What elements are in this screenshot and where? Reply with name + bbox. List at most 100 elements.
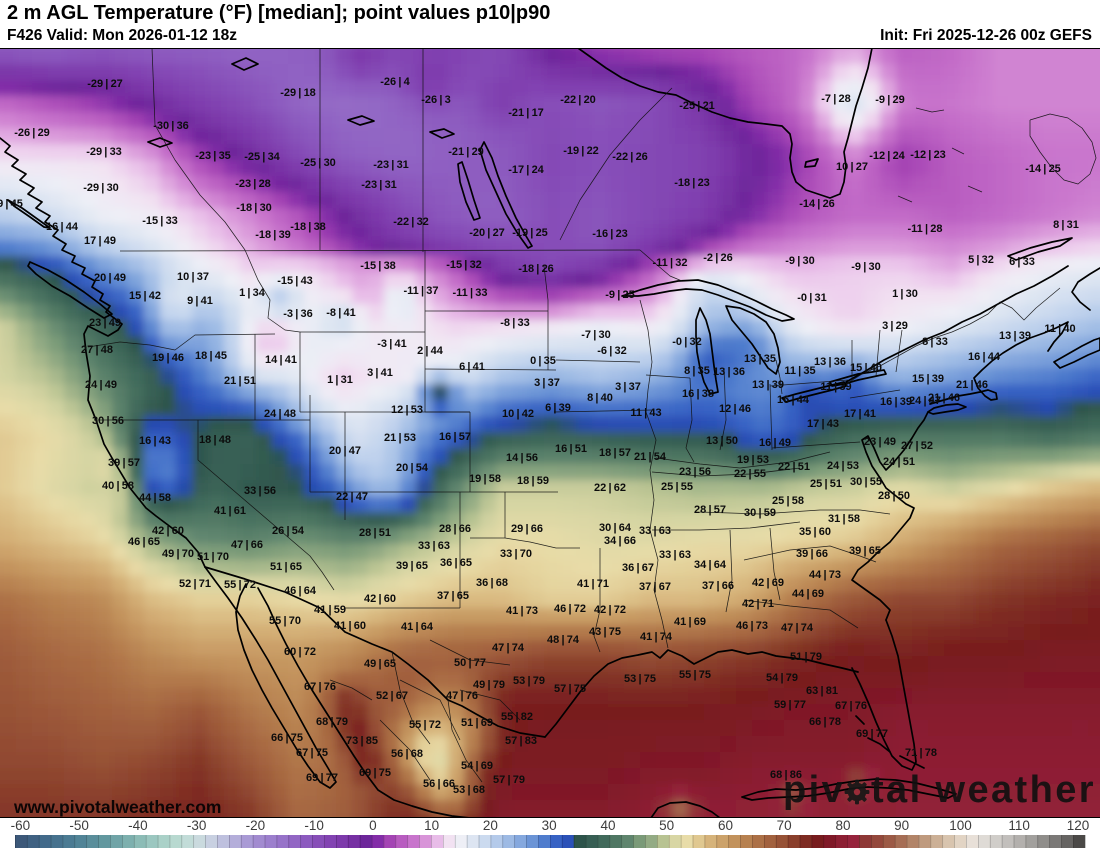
svg-text:-16 | 23: -16 | 23 [592, 228, 628, 240]
svg-text:49 | 79: 49 | 79 [473, 679, 505, 691]
svg-text:44 | 58: 44 | 58 [139, 492, 171, 504]
svg-text:36 | 67: 36 | 67 [622, 562, 654, 574]
svg-text:-26 | 3: -26 | 3 [421, 94, 451, 106]
svg-text:54 | 69: 54 | 69 [461, 760, 493, 772]
svg-text:-18 | 30: -18 | 30 [236, 202, 272, 214]
svg-text:-7 | 28: -7 | 28 [821, 93, 851, 105]
svg-text:30 | 59: 30 | 59 [744, 507, 776, 519]
svg-text:20 | 54: 20 | 54 [396, 462, 429, 474]
svg-text:16 | 38: 16 | 38 [682, 388, 714, 400]
svg-text:-19 | 22: -19 | 22 [563, 145, 599, 157]
svg-text:-22 | 20: -22 | 20 [560, 94, 596, 106]
svg-text:50 | 77: 50 | 77 [454, 657, 486, 669]
svg-text:33 | 70: 33 | 70 [500, 548, 532, 560]
svg-text:0 | 35: 0 | 35 [530, 355, 556, 367]
svg-text:73 | 85: 73 | 85 [346, 735, 378, 747]
svg-text:47 | 74: 47 | 74 [492, 642, 525, 654]
svg-text:-23 | 28: -23 | 28 [235, 178, 271, 190]
svg-text:16 | 39: 16 | 39 [880, 396, 912, 408]
svg-text:41 | 71: 41 | 71 [577, 578, 609, 590]
svg-text:-8 | 33: -8 | 33 [500, 317, 530, 329]
svg-text:17 | 49: 17 | 49 [84, 235, 116, 247]
svg-text:19 | 58: 19 | 58 [469, 473, 501, 485]
svg-text:-12 | 23: -12 | 23 [910, 149, 946, 161]
svg-text:52 | 71: 52 | 71 [179, 578, 211, 590]
svg-text:-2 | 26: -2 | 26 [703, 252, 733, 264]
svg-text:37 | 65: 37 | 65 [437, 590, 469, 602]
svg-text:42 | 60: 42 | 60 [364, 593, 396, 605]
svg-text:57 | 79: 57 | 79 [493, 774, 525, 786]
svg-text:10 | 37: 10 | 37 [177, 271, 209, 283]
svg-text:3 | 29: 3 | 29 [882, 320, 908, 332]
svg-text:16 | 43: 16 | 43 [139, 435, 171, 447]
svg-text:tal weather: tal weather [871, 769, 1096, 811]
svg-text:60 | 72: 60 | 72 [284, 646, 316, 658]
svg-text:-21 | 29: -21 | 29 [448, 146, 484, 158]
svg-text:11 | 39: 11 | 39 [820, 381, 851, 393]
svg-text:16 | 44: 16 | 44 [777, 394, 810, 406]
svg-text:6 | 33: 6 | 33 [1009, 256, 1035, 268]
svg-text:51 | 65: 51 | 65 [270, 561, 302, 573]
svg-text:-23 | 31: -23 | 31 [373, 159, 409, 171]
svg-text:49 | 65: 49 | 65 [364, 658, 396, 670]
svg-text:30 | 64: 30 | 64 [599, 522, 632, 534]
svg-text:66 | 78: 66 | 78 [809, 716, 841, 728]
svg-text:42 | 71: 42 | 71 [742, 598, 774, 610]
svg-text:55 | 82: 55 | 82 [501, 711, 533, 723]
svg-text:-17 | 24: -17 | 24 [508, 164, 544, 176]
svg-text:18 | 45: 18 | 45 [195, 350, 227, 362]
svg-text:26 | 54: 26 | 54 [272, 525, 305, 537]
svg-text:13 | 39: 13 | 39 [999, 330, 1031, 342]
svg-text:13 | 39: 13 | 39 [752, 379, 784, 391]
svg-text:69 | 77: 69 | 77 [306, 772, 338, 784]
svg-text:13 | 36: 13 | 36 [814, 356, 846, 368]
svg-text:41 | 59: 41 | 59 [314, 604, 346, 616]
svg-text:-26 | 29: -26 | 29 [14, 127, 50, 139]
svg-text:14 | 41: 14 | 41 [265, 354, 297, 366]
svg-text:16 | 51: 16 | 51 [555, 443, 587, 455]
svg-text:-9 | 30: -9 | 30 [785, 255, 815, 267]
svg-text:56 | 68: 56 | 68 [391, 748, 423, 760]
svg-text:-8 | 41: -8 | 41 [326, 307, 356, 319]
svg-text:17 | 41: 17 | 41 [844, 408, 876, 420]
svg-text:-14 | 26: -14 | 26 [799, 198, 835, 210]
svg-text:15 | 39: 15 | 39 [912, 373, 944, 385]
svg-text:67 | 76: 67 | 76 [304, 681, 336, 693]
svg-text:23 | 49: 23 | 49 [864, 436, 896, 448]
svg-text:28 | 57: 28 | 57 [694, 504, 726, 516]
svg-text:20 | 49: 20 | 49 [94, 272, 126, 284]
svg-text:49 | 70: 49 | 70 [162, 548, 194, 560]
svg-text:8 | 40: 8 | 40 [587, 392, 613, 404]
svg-text:28 | 50: 28 | 50 [878, 490, 910, 502]
svg-text:47 | 66: 47 | 66 [231, 539, 263, 551]
svg-text:33 | 63: 33 | 63 [639, 525, 671, 537]
svg-text:6 | 39: 6 | 39 [545, 402, 571, 414]
svg-text:16 | 44: 16 | 44 [968, 351, 1001, 363]
svg-text:44 | 73: 44 | 73 [809, 569, 841, 581]
svg-text:66 | 75: 66 | 75 [271, 732, 303, 744]
svg-text:48 | 74: 48 | 74 [547, 634, 580, 646]
svg-text:41 | 73: 41 | 73 [506, 605, 538, 617]
svg-text:63 | 81: 63 | 81 [806, 685, 838, 697]
svg-text:1 | 34: 1 | 34 [239, 287, 266, 299]
svg-text:55 | 70: 55 | 70 [269, 615, 301, 627]
svg-text:-12 | 24: -12 | 24 [869, 150, 905, 162]
svg-text:-15 | 43: -15 | 43 [277, 275, 313, 287]
svg-text:10 | 27: 10 | 27 [836, 161, 868, 173]
svg-text:53 | 68: 53 | 68 [453, 784, 485, 796]
svg-text:24 | 51: 24 | 51 [883, 456, 915, 468]
svg-text:10 | 42: 10 | 42 [502, 408, 534, 420]
svg-text:41 | 64: 41 | 64 [401, 621, 434, 633]
svg-text:68 | 86: 68 | 86 [770, 769, 802, 781]
svg-text:-25 | 21: -25 | 21 [679, 100, 715, 112]
svg-text:1 | 30: 1 | 30 [892, 288, 918, 300]
svg-text:12 | 46: 12 | 46 [719, 403, 751, 415]
svg-text:67 | 75: 67 | 75 [296, 747, 328, 759]
svg-text:42 | 72: 42 | 72 [594, 604, 626, 616]
svg-text:25 | 58: 25 | 58 [772, 495, 804, 507]
svg-text:-25 | 34: -25 | 34 [244, 151, 280, 163]
svg-text:41 | 69: 41 | 69 [674, 616, 706, 628]
svg-text:33 | 63: 33 | 63 [418, 540, 450, 552]
svg-text:44 | 69: 44 | 69 [792, 588, 824, 600]
svg-text:18 | 59: 18 | 59 [517, 475, 549, 487]
